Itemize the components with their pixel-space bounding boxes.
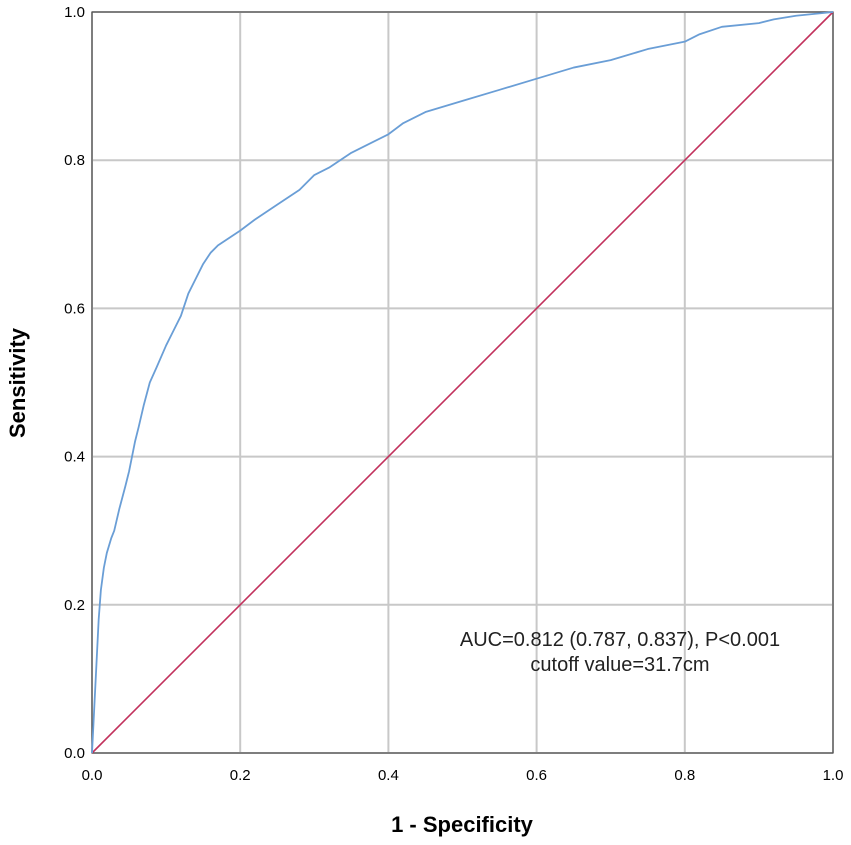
- x-tick-label: 0.4: [378, 767, 399, 784]
- roc-curve-line: [91, 11, 834, 754]
- grid: [91, 11, 834, 754]
- series-layer: [91, 11, 834, 754]
- x-tick-label: 1.0: [823, 767, 844, 784]
- y-tick-label: 0.8: [64, 152, 85, 169]
- y-axis-title: Sensitivity: [5, 327, 30, 438]
- x-tick-label: 0.2: [230, 767, 251, 784]
- cutoff-annotation: cutoff value=31.7cm: [530, 654, 709, 676]
- x-tick-label: 0.6: [526, 767, 547, 784]
- y-tick-label: 0.4: [64, 449, 85, 466]
- x-tick-label: 0.0: [82, 767, 103, 784]
- y-tick-label: 0.2: [64, 597, 85, 614]
- y-tick-label: 0.6: [64, 300, 85, 317]
- y-tick-labels: 0.0 0.2 0.4 0.6 0.8 1.0: [64, 4, 85, 762]
- auc-annotation: AUC=0.812 (0.787, 0.837), P<0.001: [460, 629, 780, 651]
- x-tick-labels: 0.0 0.2 0.4 0.6 0.8 1.0: [82, 767, 844, 784]
- plot-frame: [91, 11, 834, 754]
- y-tick-label: 1.0: [64, 4, 85, 21]
- reference-diagonal-line: [91, 11, 834, 754]
- x-tick-label: 0.8: [674, 767, 695, 784]
- y-tick-label: 0.0: [64, 745, 85, 762]
- x-axis-title: 1 - Specificity: [391, 812, 534, 837]
